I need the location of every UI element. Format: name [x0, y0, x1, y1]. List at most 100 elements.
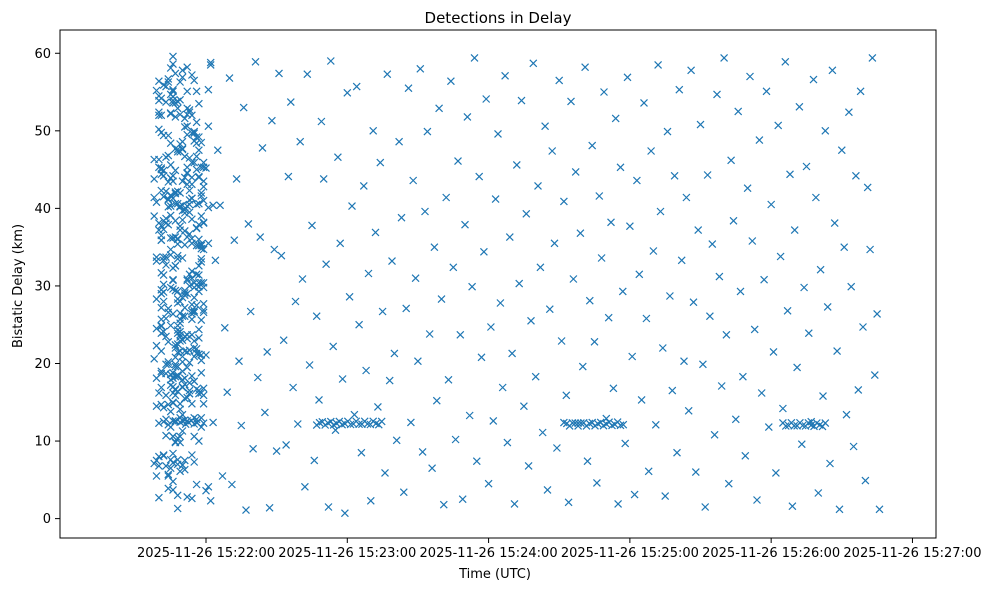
data-point: [185, 270, 194, 279]
data-point: [291, 297, 300, 306]
data-point: [668, 386, 677, 395]
data-point: [192, 118, 201, 127]
data-point: [267, 116, 276, 125]
data-point: [691, 468, 700, 477]
data-point: [178, 336, 187, 345]
data-point: [187, 215, 196, 224]
data-point: [519, 402, 528, 411]
data-point: [185, 105, 194, 114]
data-point: [616, 163, 625, 172]
data-point: [479, 247, 488, 256]
data-point: [430, 243, 439, 252]
data-point: [823, 302, 832, 311]
data-point: [333, 153, 342, 162]
x-tick-label: 2025-11-26 15:26:00: [702, 546, 840, 561]
data-point: [503, 438, 512, 447]
data-point: [628, 352, 637, 361]
data-point: [197, 163, 206, 172]
data-point: [166, 407, 175, 416]
data-point: [197, 188, 206, 197]
data-point: [404, 84, 413, 93]
data-point: [178, 216, 187, 224]
data-point: [176, 319, 185, 328]
data-point: [157, 383, 166, 392]
data-point: [157, 303, 166, 312]
data-point: [734, 107, 743, 116]
data-point: [741, 451, 750, 460]
data-point: [164, 470, 173, 479]
data-point: [154, 108, 163, 117]
data-point: [684, 406, 693, 415]
data-point: [176, 405, 185, 414]
data-point: [199, 419, 208, 428]
y-tick-label: 60: [34, 47, 51, 62]
data-point: [157, 128, 166, 137]
data-point: [166, 464, 175, 473]
data-point: [849, 442, 858, 451]
x-axis-label: Time (UTC): [458, 567, 531, 582]
data-point: [315, 418, 324, 427]
data-point: [185, 389, 194, 398]
data-point: [282, 440, 291, 449]
data-point: [204, 85, 213, 94]
data-point: [663, 127, 672, 136]
data-point: [821, 126, 830, 135]
data-point: [157, 268, 166, 277]
data-point: [727, 156, 736, 165]
data-point: [150, 212, 159, 221]
data-point: [197, 257, 206, 266]
data-point: [357, 448, 366, 457]
data-point: [159, 225, 168, 234]
data-point: [289, 383, 298, 392]
data-point: [239, 103, 248, 112]
data-point: [187, 180, 196, 189]
data-point: [463, 112, 472, 121]
data-point: [169, 194, 177, 203]
data-point: [793, 363, 802, 372]
data-point: [253, 373, 262, 382]
data-point: [670, 171, 679, 180]
data-point: [319, 174, 328, 183]
data-point: [442, 193, 451, 202]
data-points: [150, 52, 884, 518]
data-point: [616, 421, 625, 430]
data-point: [724, 479, 733, 488]
data-point: [187, 71, 196, 79]
data-point: [847, 282, 856, 291]
data-point: [173, 299, 182, 307]
data-point: [164, 202, 173, 211]
data-point: [180, 205, 189, 214]
data-point: [821, 419, 830, 428]
data-point: [166, 321, 175, 330]
data-point: [378, 307, 387, 316]
data-point: [595, 192, 604, 200]
data-point: [159, 253, 168, 262]
data-point: [439, 500, 448, 509]
data-point: [510, 499, 519, 508]
data-point: [197, 356, 206, 365]
data-point: [569, 275, 578, 283]
data-point: [713, 90, 721, 99]
data-point: [244, 219, 253, 228]
data-point: [171, 360, 180, 369]
data-point: [190, 293, 199, 302]
data-point: [206, 496, 215, 505]
data-point: [578, 362, 587, 371]
data-point: [774, 121, 783, 130]
data-point: [164, 400, 173, 409]
data-point: [870, 371, 879, 380]
data-point: [720, 53, 729, 62]
data-point: [362, 366, 371, 375]
data-point: [345, 292, 354, 301]
data-point: [619, 420, 628, 429]
data-point: [444, 375, 453, 384]
data-point: [159, 192, 168, 201]
data-point: [162, 314, 170, 323]
data-point: [176, 467, 185, 476]
data-point: [819, 392, 827, 401]
data-point: [159, 171, 168, 180]
data-point: [194, 241, 203, 250]
data-point: [169, 98, 177, 107]
data-point: [449, 263, 458, 272]
